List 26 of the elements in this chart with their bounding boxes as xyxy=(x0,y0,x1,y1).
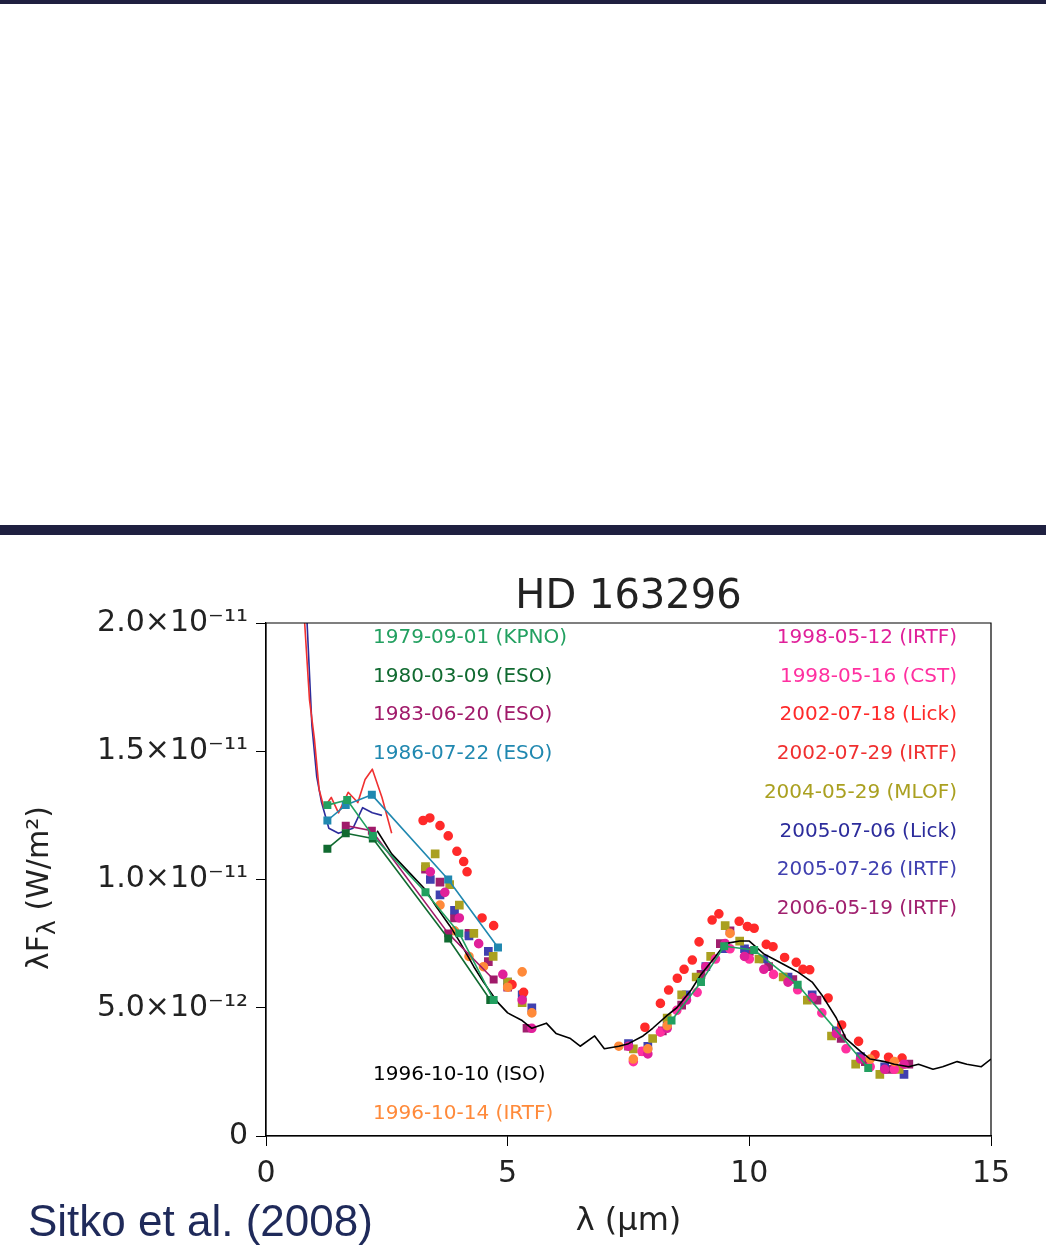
y-tick-label: 2.0×10⁻¹¹ xyxy=(97,602,248,638)
series-label: 2006-05-19 (IRTF) xyxy=(776,894,957,919)
text: 1998-05-16 (CST) xyxy=(779,662,957,687)
x-axis-title: λ (μm) xyxy=(575,1200,682,1238)
text: 2002-07-18 (Lick) xyxy=(779,701,957,726)
text: 1980-03-09 (ESO) xyxy=(373,662,553,687)
text: 1996-10-14 (IRTF) xyxy=(373,1100,554,1124)
y-tick-label: 5.0×10⁻¹² xyxy=(97,987,248,1023)
x-tick-label: 15 xyxy=(971,1153,1011,1189)
text: 2002-07-29 (IRTF) xyxy=(776,740,957,765)
x-tick-label: 0 xyxy=(256,1153,276,1189)
text: 1998-05-12 (IRTF) xyxy=(776,624,957,648)
y-tick-label: 1.5×10⁻¹¹ xyxy=(97,731,248,767)
text: 1983-06-20 (ESO) xyxy=(373,701,553,726)
x-tick-label: 10 xyxy=(730,1153,769,1189)
text: 1979-09-01 (KPNO) xyxy=(373,624,568,648)
series-label: 1996-10-10 (ISO) xyxy=(373,1061,546,1085)
text: 2005-07-06 (Lick) xyxy=(779,817,957,842)
series-label: 1986-07-22 (ESO) xyxy=(373,740,553,765)
chart-title: HD 163296 xyxy=(514,570,743,618)
text: Sitko et al. (2008) xyxy=(28,1196,373,1246)
y-tick-label: 1.0×10⁻¹¹ xyxy=(97,859,248,895)
y-tick-label: 0 xyxy=(228,1115,248,1151)
text: 2005-07-26 (IRTF) xyxy=(776,856,957,881)
x-tick-label: 5 xyxy=(498,1153,518,1189)
text: 2004-05-29 (MLOF) xyxy=(763,778,957,803)
